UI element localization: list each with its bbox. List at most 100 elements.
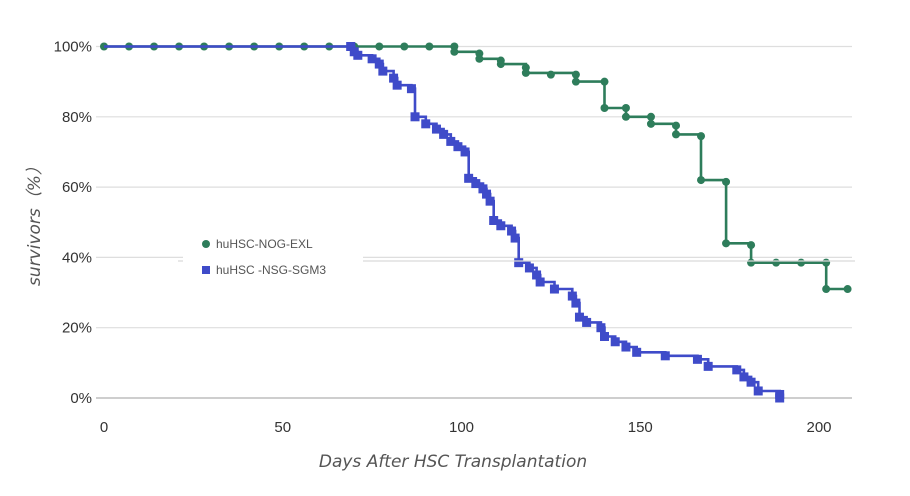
data-point-huhsc-nog-exl: [546, 70, 555, 79]
data-point-huhsc-nog-exl: [400, 42, 409, 51]
data-point-huhsc-nog-exl: [697, 176, 706, 185]
data-point-huhsc-nsg-sgm3: [571, 298, 581, 308]
data-point-huhsc-nsg-sgm3: [739, 372, 749, 382]
data-point-huhsc-nog-exl: [646, 112, 655, 121]
data-point-huhsc-nog-exl: [600, 77, 609, 86]
data-point-huhsc-nog-exl: [475, 54, 484, 63]
y-tick-label: 40%: [62, 249, 92, 266]
data-point-huhsc-nsg-sgm3: [524, 263, 534, 273]
y-tick-label: 100%: [54, 39, 92, 56]
data-point-huhsc-nog-exl: [797, 258, 806, 267]
data-point-huhsc-nsg-sgm3: [746, 377, 756, 387]
y-tick-label: 60%: [62, 179, 92, 196]
data-point-huhsc-nsg-sgm3: [410, 112, 420, 122]
series-line-huhsc-nsg-sgm3: [104, 45, 781, 398]
data-point-huhsc-nog-exl: [600, 104, 609, 113]
data-point-huhsc-nsg-sgm3: [660, 351, 670, 361]
gridlines: [96, 45, 852, 399]
data-point-huhsc-nsg-sgm3: [453, 142, 463, 152]
data-point-huhsc-nog-exl: [722, 177, 731, 186]
data-point-huhsc-nog-exl: [672, 121, 680, 130]
data-point-huhsc-nsg-sgm3: [510, 233, 520, 243]
legend-label-huhsc-nsg-sgm3: huHSC -NSG-SGM3: [216, 263, 326, 277]
data-point-huhsc-nsg-sgm3: [374, 59, 384, 69]
data-point-huhsc-nsg-sgm3: [471, 179, 481, 189]
data-point-huhsc-nsg-sgm3: [460, 147, 470, 157]
data-point-huhsc-nog-exl: [571, 70, 580, 79]
data-point-huhsc-nog-exl: [646, 119, 655, 128]
data-point-huhsc-nsg-sgm3: [421, 119, 431, 129]
data-point-huhsc-nog-exl: [747, 258, 756, 267]
data-point-huhsc-nsg-sgm3: [692, 354, 702, 364]
data-point-huhsc-nsg-sgm3: [496, 221, 506, 231]
data-point-huhsc-nsg-sgm3: [392, 80, 402, 90]
data-point-huhsc-nsg-sgm3: [346, 42, 356, 51]
y-tick-label: 0%: [70, 390, 92, 407]
data-point-huhsc-nog-exl: [822, 285, 831, 294]
x-tick-label: 150: [628, 419, 653, 436]
data-point-huhsc-nsg-sgm3: [378, 66, 388, 76]
data-point-huhsc-nsg-sgm3: [574, 312, 584, 322]
data-point-huhsc-nsg-sgm3: [732, 365, 742, 375]
x-tick-label: 200: [806, 419, 831, 436]
y-tick-label: 20%: [62, 320, 92, 337]
data-point-huhsc-nsg-sgm3: [567, 291, 577, 301]
data-point-huhsc-nog-exl: [822, 258, 831, 267]
x-tick-label: 0: [100, 419, 108, 436]
y-axis-title: survivors（%）: [25, 158, 45, 286]
data-point-huhsc-nog-exl: [521, 68, 530, 77]
tick-labels: 0% 20% 40% 60% 80% 100% 0 50 100 150 200: [54, 39, 832, 437]
legend-background: [183, 228, 363, 286]
data-point-huhsc-nsg-sgm3: [389, 73, 399, 83]
data-point-huhsc-nog-exl: [375, 42, 384, 51]
x-axis-title: Days After HSC Transplantation: [319, 452, 587, 472]
series-line-huhsc-nog-exl: [104, 45, 848, 291]
legend-marker-huhsc-nsg-sgm3: [202, 266, 210, 274]
data-point-huhsc-nsg-sgm3: [753, 386, 763, 396]
data-point-huhsc-nsg-sgm3: [482, 189, 492, 199]
data-point-huhsc-nsg-sgm3: [610, 337, 620, 347]
data-point-huhsc-nsg-sgm3: [535, 277, 545, 287]
legend: huHSC-NOG-EXL huHSC -NSG-SGM3: [178, 228, 855, 286]
data-point-huhsc-nsg-sgm3: [514, 258, 524, 268]
data-point-huhsc-nsg-sgm3: [478, 184, 488, 194]
data-point-huhsc-nog-exl: [843, 285, 852, 294]
data-point-huhsc-nog-exl: [697, 132, 706, 141]
data-point-huhsc-nsg-sgm3: [464, 173, 474, 183]
legend-label-huhsc-nog-exl: huHSC-NOG-EXL: [216, 237, 313, 251]
y-tick-label: 80%: [62, 109, 92, 126]
series-layer: [100, 42, 852, 403]
data-point-huhsc-nog-exl: [722, 239, 731, 248]
data-point-huhsc-nog-exl: [747, 241, 756, 250]
data-point-huhsc-nsg-sgm3: [353, 50, 363, 60]
x-tick-label: 100: [449, 419, 474, 436]
data-point-huhsc-nog-exl: [425, 42, 434, 51]
data-point-huhsc-nog-exl: [621, 112, 630, 121]
data-point-huhsc-nsg-sgm3: [600, 331, 609, 341]
x-tick-label: 50: [274, 419, 291, 436]
data-point-huhsc-nsg-sgm3: [549, 284, 559, 294]
data-point-huhsc-nsg-sgm3: [582, 317, 592, 327]
data-point-huhsc-nsg-sgm3: [507, 226, 517, 236]
data-point-huhsc-nsg-sgm3: [406, 84, 416, 94]
data-point-huhsc-nog-exl: [672, 130, 680, 139]
legend-marker-huhsc-nog-exl: [202, 240, 210, 248]
data-point-huhsc-nog-exl: [772, 258, 781, 267]
data-point-huhsc-nsg-sgm3: [489, 215, 499, 225]
data-point-huhsc-nsg-sgm3: [485, 196, 495, 206]
data-point-huhsc-nog-exl: [571, 77, 580, 86]
data-point-huhsc-nsg-sgm3: [439, 129, 449, 139]
data-point-huhsc-nsg-sgm3: [596, 323, 606, 333]
data-point-huhsc-nsg-sgm3: [431, 124, 441, 134]
data-point-huhsc-nog-exl: [450, 47, 459, 56]
data-point-huhsc-nog-exl: [621, 104, 630, 113]
data-point-huhsc-nsg-sgm3: [775, 393, 785, 403]
data-point-huhsc-nsg-sgm3: [532, 270, 542, 280]
data-point-huhsc-nog-exl: [496, 60, 505, 69]
data-point-huhsc-nsg-sgm3: [703, 361, 713, 371]
data-point-huhsc-nsg-sgm3: [621, 342, 631, 352]
data-point-huhsc-nsg-sgm3: [446, 136, 456, 146]
data-point-huhsc-nsg-sgm3: [367, 54, 377, 64]
data-point-huhsc-nsg-sgm3: [632, 347, 642, 357]
